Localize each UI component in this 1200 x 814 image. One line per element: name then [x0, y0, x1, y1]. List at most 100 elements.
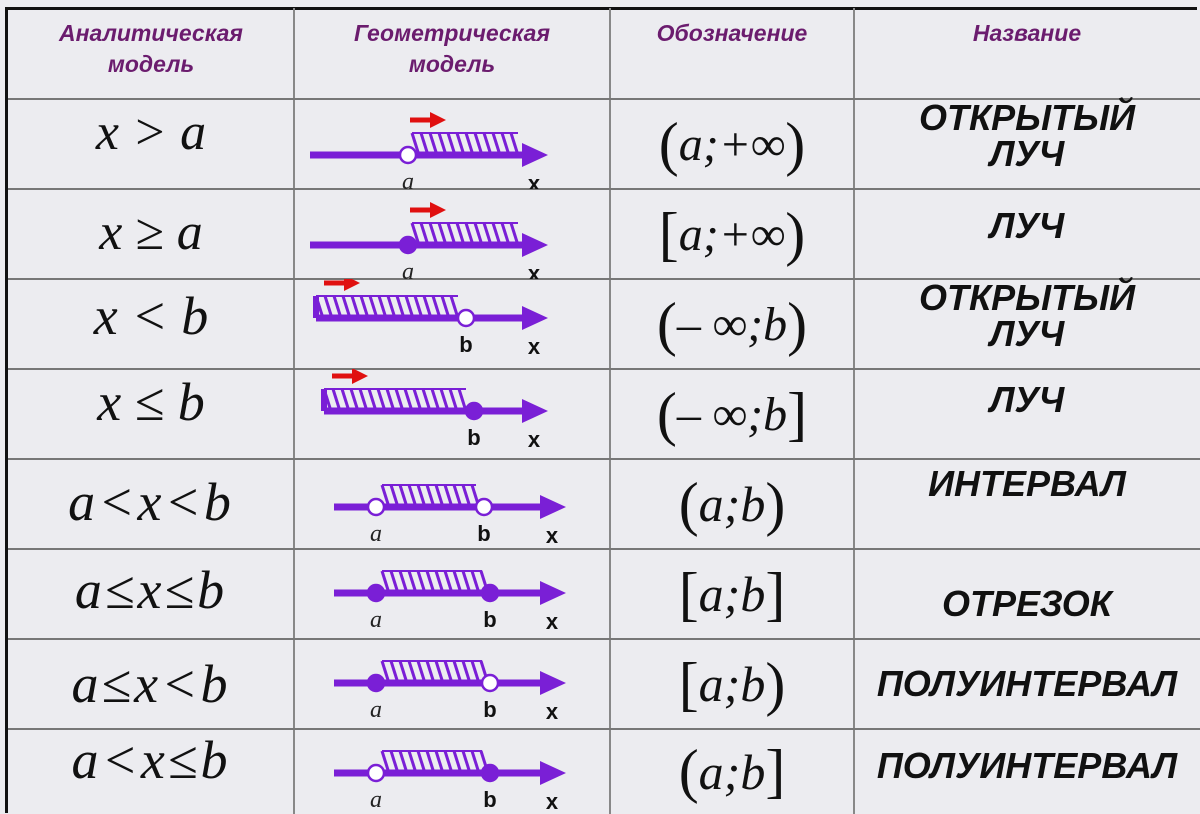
open-bracket: (	[656, 380, 677, 447]
interval-bounds: – ∞;b	[676, 387, 788, 441]
row-divider	[8, 458, 1200, 460]
left-point-label: a	[370, 521, 382, 547]
right-point	[480, 763, 500, 783]
set-name: ОТКРЫТЫЙ ЛУЧ	[918, 277, 1136, 354]
analytic-formula: a≤x≤b	[74, 560, 228, 620]
direction-arrowhead	[430, 112, 446, 128]
open-bracket: [	[678, 560, 699, 627]
interval-bounds: a;+∞	[678, 207, 786, 261]
left-point	[398, 145, 418, 165]
hatch-marks	[410, 222, 519, 243]
close-bracket: )	[787, 290, 808, 357]
row-divider	[8, 548, 1200, 550]
interval-bounds: a;+∞	[678, 117, 786, 171]
analytic-formula: a<x≤b	[71, 729, 231, 790]
axis-x-label: x	[546, 789, 559, 814]
interval-bounds: a;b	[698, 566, 766, 622]
row-divider	[8, 98, 1200, 100]
column-divider	[293, 8, 295, 814]
hatch-marks	[314, 295, 459, 316]
direction-arrowhead	[430, 202, 446, 218]
close-bracket: )	[785, 110, 806, 177]
header-notation: Обозначение	[656, 20, 808, 46]
left-point	[366, 583, 386, 603]
hatch-marks	[322, 388, 467, 409]
axis-arrowhead	[522, 233, 548, 257]
left-point-label: a	[402, 169, 414, 189]
right-point-label: b	[467, 425, 480, 450]
interval-notation: (a;+∞)	[610, 99, 854, 189]
open-bracket: [	[678, 650, 699, 717]
analytic-formula: x < b	[93, 286, 209, 346]
interval-bounds: – ∞;b	[676, 297, 788, 351]
axis-arrowhead	[522, 306, 548, 330]
right-point-label: b	[483, 607, 496, 632]
hatch-marks	[380, 750, 489, 771]
open-bracket: (	[678, 738, 699, 804]
right-point	[464, 401, 484, 421]
analytic-formula: x ≤ b	[97, 372, 205, 432]
interval-bounds: a;b	[698, 656, 766, 712]
right-point-label: b	[477, 521, 490, 546]
hatch-marks	[410, 132, 519, 153]
axis-arrowhead	[522, 399, 548, 423]
column-divider	[609, 8, 611, 814]
open-bracket: (	[678, 470, 699, 537]
interval-bounds: a;b	[698, 743, 766, 800]
interval-notation: [a;+∞)	[610, 189, 854, 279]
close-bracket: ]	[765, 560, 786, 627]
direction-arrowhead	[352, 369, 368, 384]
row-divider	[8, 188, 1200, 190]
set-name: ИНТЕРВАЛ	[928, 463, 1126, 504]
row-divider	[8, 368, 1200, 370]
left-point-label: a	[402, 259, 414, 279]
left-point	[366, 497, 386, 517]
interval-notation: (– ∞;b)	[610, 279, 854, 369]
set-name: ОТРЕЗОК	[942, 583, 1112, 624]
right-point	[474, 497, 494, 517]
open-bracket: (	[656, 290, 677, 357]
left-point	[366, 673, 386, 693]
close-bracket: ]	[787, 380, 808, 447]
axis-arrowhead	[540, 495, 566, 519]
interval-bounds: a;b	[698, 476, 766, 532]
row-divider	[8, 638, 1200, 640]
right-point	[480, 673, 500, 693]
axis-arrowhead	[540, 581, 566, 605]
left-point	[398, 235, 418, 255]
interval-notation: (a;b)	[610, 459, 854, 549]
axis-x-label: x	[528, 427, 541, 452]
left-point-label: a	[370, 607, 382, 633]
axis-arrowhead	[540, 671, 566, 695]
right-point	[456, 308, 476, 328]
set-name: ЛУЧ	[989, 205, 1065, 246]
left-point-label: a	[370, 787, 382, 813]
close-bracket: )	[765, 650, 786, 717]
analytic-formula: a<x<b	[68, 472, 234, 532]
hatch-marks	[380, 570, 489, 591]
analytic-formula: x > a	[95, 103, 207, 161]
left-point-label: a	[370, 697, 382, 723]
direction-arrowhead	[344, 279, 360, 291]
axis-x-label: x	[546, 699, 559, 724]
close-bracket: )	[765, 470, 786, 537]
axis-x-label: x	[546, 523, 559, 548]
close-bracket: ]	[765, 738, 786, 804]
interval-notation: [a;b)	[610, 639, 854, 729]
hatch-marks	[380, 660, 489, 681]
close-bracket: )	[785, 200, 806, 267]
left-point	[366, 763, 386, 783]
header-geometric: Геометрическая модель	[354, 20, 550, 77]
axis-x-label: x	[528, 261, 541, 279]
hatch-marks	[380, 484, 480, 505]
table-frame	[5, 7, 1197, 813]
interval-notation: (a;b]	[610, 729, 854, 814]
axis-arrowhead	[540, 761, 566, 785]
interval-notation: (– ∞;b]	[610, 369, 854, 459]
